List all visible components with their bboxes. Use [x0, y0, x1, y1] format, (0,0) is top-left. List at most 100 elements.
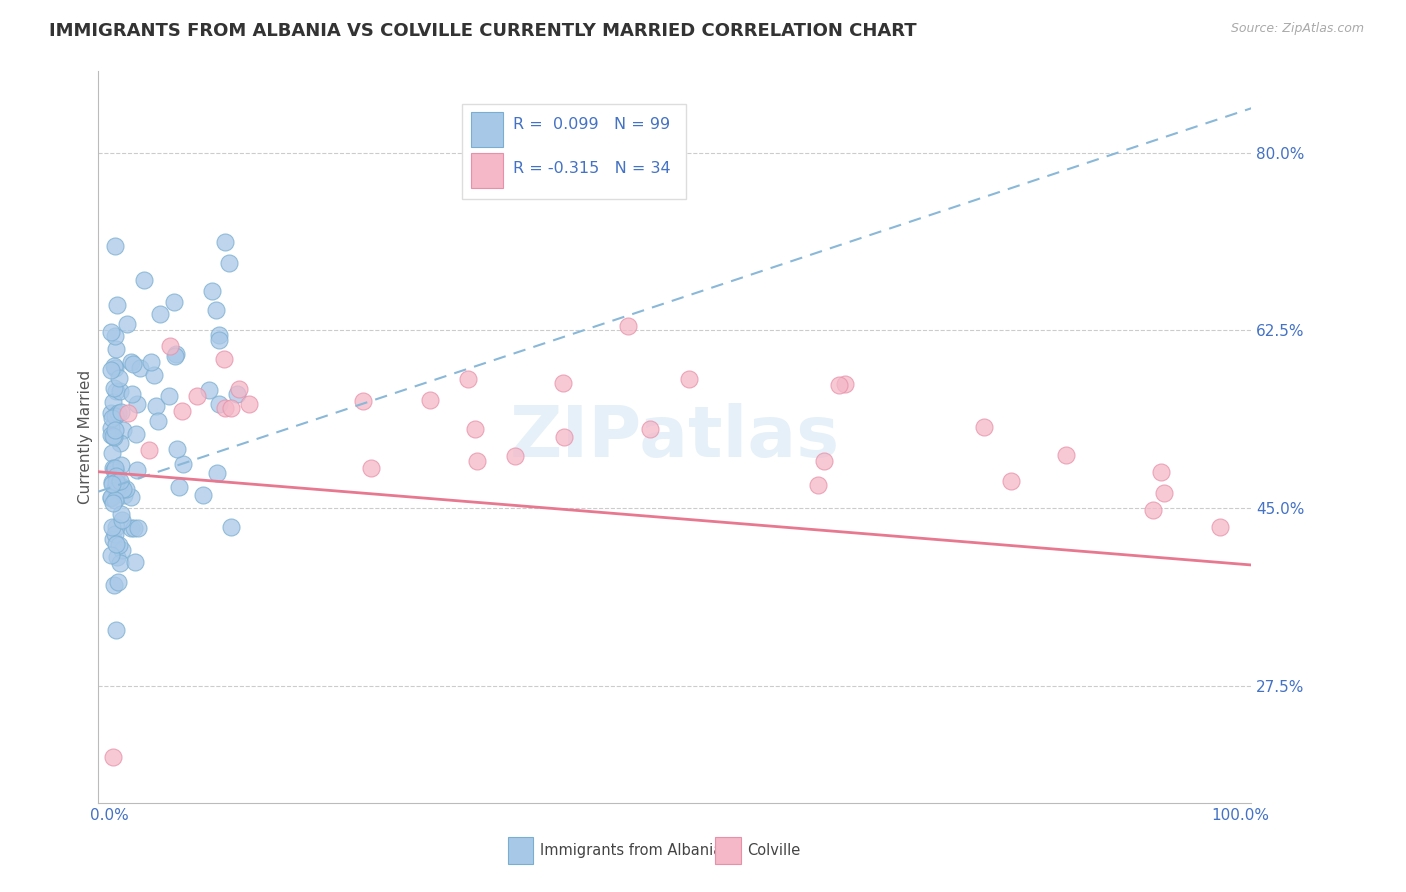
Point	[172, 457, 194, 471]
Point	[122, 357, 145, 371]
Point	[110, 458, 132, 472]
Point	[457, 372, 479, 386]
Point	[105, 549, 128, 564]
Point	[110, 474, 132, 488]
Point	[104, 519, 127, 533]
Point	[100, 406, 122, 420]
Point	[103, 463, 125, 477]
Point	[143, 368, 166, 382]
Text: ZIPatlas: ZIPatlas	[510, 402, 839, 472]
Point	[1000, 475, 1022, 489]
Point	[465, 454, 488, 468]
Point	[108, 538, 131, 552]
FancyBboxPatch shape	[471, 153, 503, 188]
Text: R =  0.099   N = 99: R = 0.099 N = 99	[513, 118, 671, 132]
Point	[146, 414, 169, 428]
Point	[103, 381, 125, 395]
Y-axis label: Currently Married: Currently Married	[77, 370, 93, 504]
Point	[145, 399, 167, 413]
Point	[129, 360, 152, 375]
Point	[100, 325, 122, 339]
Point	[120, 521, 142, 535]
Point	[104, 409, 127, 423]
Point	[108, 556, 131, 570]
Point	[157, 389, 180, 403]
Point	[120, 490, 142, 504]
Point	[120, 355, 142, 369]
Point	[101, 750, 124, 764]
Point	[108, 371, 131, 385]
Point	[828, 378, 851, 392]
Point	[221, 401, 243, 415]
Point	[103, 359, 125, 373]
Point	[616, 318, 638, 333]
Point	[159, 339, 181, 353]
Point	[104, 623, 127, 637]
Point	[104, 360, 127, 375]
Point	[104, 526, 127, 541]
Point	[640, 421, 662, 435]
Point	[197, 383, 219, 397]
Point	[503, 449, 526, 463]
FancyBboxPatch shape	[716, 838, 741, 863]
Point	[1054, 448, 1077, 462]
Point	[121, 387, 143, 401]
Point	[165, 349, 187, 363]
Point	[101, 411, 124, 425]
Point	[111, 512, 134, 526]
Point	[186, 389, 208, 403]
Point	[107, 406, 129, 420]
Point	[105, 465, 128, 479]
Point	[101, 445, 124, 459]
Point	[219, 520, 242, 534]
Point	[104, 461, 127, 475]
Point	[124, 555, 146, 569]
Point	[100, 490, 122, 504]
Point	[101, 477, 124, 491]
Point	[103, 424, 125, 438]
Point	[104, 537, 127, 551]
Point	[103, 430, 125, 444]
Point	[205, 466, 228, 480]
Point	[138, 442, 160, 457]
Point	[111, 482, 134, 496]
Point	[201, 284, 224, 298]
Point	[110, 405, 132, 419]
FancyBboxPatch shape	[461, 104, 686, 200]
Point	[807, 477, 830, 491]
Point	[834, 376, 856, 391]
Point	[101, 394, 124, 409]
Point	[1153, 486, 1175, 500]
Text: Colville: Colville	[748, 843, 801, 858]
Point	[553, 376, 575, 391]
Point	[191, 488, 214, 502]
Point	[208, 333, 231, 347]
Point	[101, 495, 124, 509]
Point	[141, 355, 163, 369]
Point	[238, 397, 260, 411]
Point	[100, 520, 122, 534]
Point	[973, 419, 995, 434]
Point	[100, 491, 122, 505]
Point	[104, 492, 127, 507]
Point	[110, 507, 132, 521]
Point	[101, 475, 124, 489]
Point	[205, 303, 228, 318]
Point	[214, 401, 236, 415]
Point	[103, 578, 125, 592]
Text: IMMIGRANTS FROM ALBANIA VS COLVILLE CURRENTLY MARRIED CORRELATION CHART: IMMIGRANTS FROM ALBANIA VS COLVILLE CURR…	[49, 22, 917, 40]
Point	[101, 461, 124, 475]
Point	[115, 483, 138, 497]
Point	[208, 328, 231, 343]
Point	[127, 521, 149, 535]
FancyBboxPatch shape	[508, 838, 533, 863]
Text: Source: ZipAtlas.com: Source: ZipAtlas.com	[1230, 22, 1364, 36]
FancyBboxPatch shape	[471, 112, 503, 146]
Point	[108, 384, 131, 398]
Point	[105, 469, 128, 483]
Point	[114, 488, 136, 502]
Point	[108, 436, 131, 450]
Point	[107, 298, 129, 312]
Point	[100, 363, 122, 377]
Point	[172, 404, 194, 418]
